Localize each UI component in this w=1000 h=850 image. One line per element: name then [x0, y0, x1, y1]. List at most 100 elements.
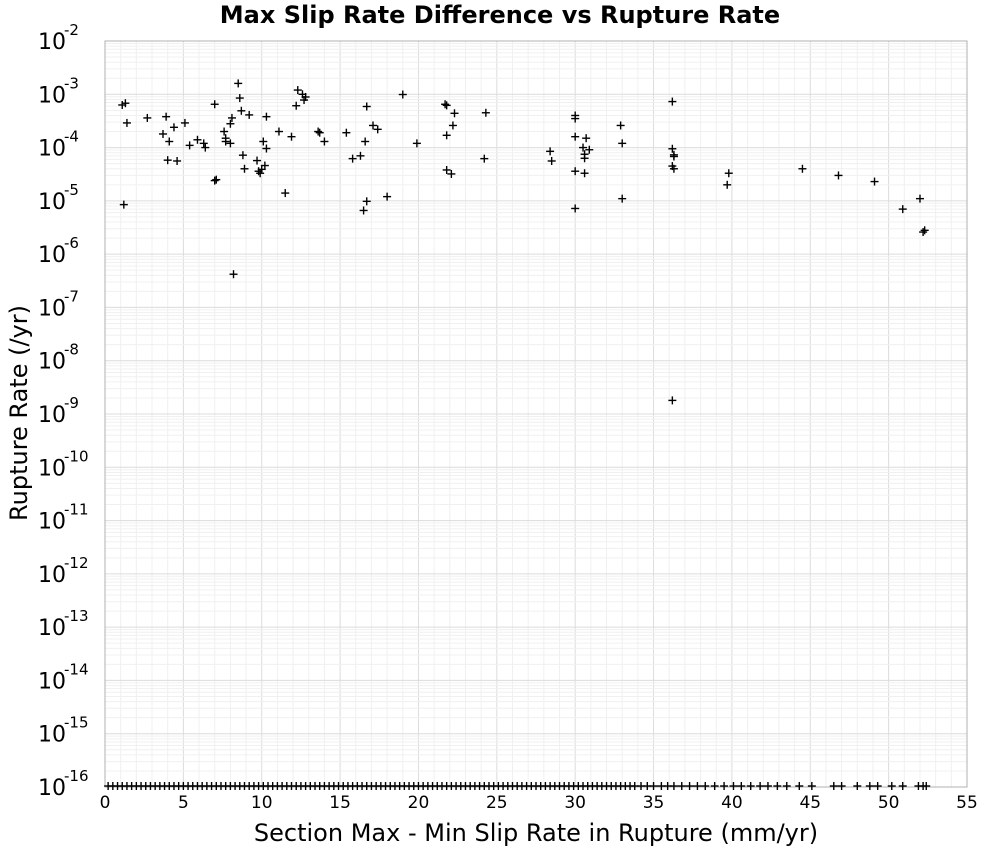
- data-point: [618, 139, 627, 148]
- x-tick-label: 15: [329, 793, 351, 813]
- x-tick-label: 25: [486, 793, 508, 813]
- data-point: [165, 137, 174, 146]
- y-tick-exponent: -14: [64, 660, 89, 678]
- floor-point: [729, 782, 738, 790]
- data-point: [220, 127, 229, 136]
- data-point: [480, 154, 489, 163]
- data-point: [669, 164, 678, 173]
- y-tick-base: 10: [38, 30, 66, 55]
- y-tick-exponent: -3: [64, 74, 79, 92]
- y-tick-label: 10-8: [38, 341, 79, 375]
- x-tick-label: 5: [178, 793, 189, 813]
- data-point: [227, 113, 236, 122]
- data-point: [383, 192, 392, 201]
- data-point: [361, 137, 370, 146]
- y-tick-label: 10-7: [38, 287, 79, 321]
- data-point: [723, 180, 732, 189]
- floor-point: [922, 782, 931, 790]
- y-tick-exponent: -7: [64, 287, 79, 305]
- data-point: [121, 99, 130, 108]
- y-axis-ticks: 10-1610-1510-1410-1310-1210-1110-1010-91…: [38, 21, 89, 801]
- data-point: [235, 94, 244, 103]
- data-point: [162, 112, 171, 121]
- floor-point: [782, 782, 791, 790]
- y-tick-base: 10: [38, 723, 66, 748]
- data-point: [320, 137, 329, 146]
- data-point: [412, 139, 421, 148]
- floor-point: [829, 782, 838, 790]
- data-point: [668, 396, 677, 405]
- data-point: [724, 169, 733, 178]
- floor-points: [104, 782, 931, 790]
- floor-point: [763, 782, 772, 790]
- x-axis-label: Section Max - Min Slip Rate in Rupture (…: [254, 819, 818, 847]
- data-point: [185, 141, 194, 150]
- floor-point: [685, 782, 694, 790]
- y-tick-label: 10-5: [38, 181, 79, 215]
- floor-point: [677, 782, 686, 790]
- data-point: [441, 100, 450, 109]
- data-point: [274, 127, 283, 136]
- data-point: [398, 90, 407, 99]
- y-tick-label: 10-16: [38, 767, 89, 801]
- data-point: [834, 171, 843, 180]
- y-tick-exponent: -15: [64, 714, 89, 732]
- data-point: [356, 151, 365, 160]
- floor-point: [756, 782, 765, 790]
- data-point: [262, 112, 271, 121]
- data-point: [163, 156, 172, 165]
- data-point: [616, 121, 625, 130]
- data-point: [582, 134, 591, 143]
- y-tick-label: 10-6: [38, 234, 79, 268]
- y-tick-base: 10: [38, 296, 66, 321]
- data-point: [920, 226, 929, 235]
- x-tick-label: 40: [721, 793, 743, 813]
- floor-point: [807, 782, 816, 790]
- y-tick-exponent: -9: [64, 394, 79, 412]
- data-point: [240, 164, 249, 173]
- x-tick-label: 0: [100, 793, 111, 813]
- y-tick-label: 10-12: [38, 554, 89, 588]
- floor-point: [710, 782, 719, 790]
- data-point: [798, 164, 807, 173]
- data-point: [342, 128, 351, 137]
- data-point: [315, 128, 324, 137]
- data-point: [262, 144, 271, 153]
- y-tick-base: 10: [38, 137, 66, 162]
- y-tick-label: 10-11: [38, 501, 89, 535]
- data-point: [173, 156, 182, 165]
- floor-point: [873, 782, 882, 790]
- data-point: [668, 97, 677, 106]
- data-point: [919, 228, 928, 237]
- data-point: [256, 169, 265, 178]
- floor-point: [837, 782, 846, 790]
- data-point: [292, 101, 301, 110]
- floor-point: [737, 782, 746, 790]
- data-point: [237, 106, 246, 115]
- data-point: [259, 137, 268, 146]
- y-tick-exponent: -13: [64, 607, 89, 625]
- data-point: [362, 197, 371, 206]
- data-point: [143, 113, 152, 122]
- floor-point: [853, 782, 862, 790]
- y-tick-base: 10: [38, 669, 66, 694]
- y-tick-base: 10: [38, 616, 66, 641]
- floor-point: [720, 782, 729, 790]
- y-tick-exponent: -10: [64, 447, 89, 465]
- x-tick-label: 10: [251, 793, 273, 813]
- y-tick-exponent: -11: [64, 501, 89, 519]
- data-point: [234, 79, 243, 88]
- floor-point: [746, 782, 755, 790]
- floor-point: [795, 782, 804, 790]
- y-tick-label: 10-13: [38, 607, 89, 641]
- floor-point: [865, 782, 874, 790]
- data-point: [281, 189, 290, 198]
- data-point: [448, 121, 457, 130]
- y-tick-exponent: -2: [64, 21, 79, 39]
- data-point: [210, 100, 219, 109]
- data-point: [547, 156, 556, 165]
- data-point: [119, 200, 128, 209]
- data-point: [668, 144, 677, 153]
- data-point: [580, 169, 589, 178]
